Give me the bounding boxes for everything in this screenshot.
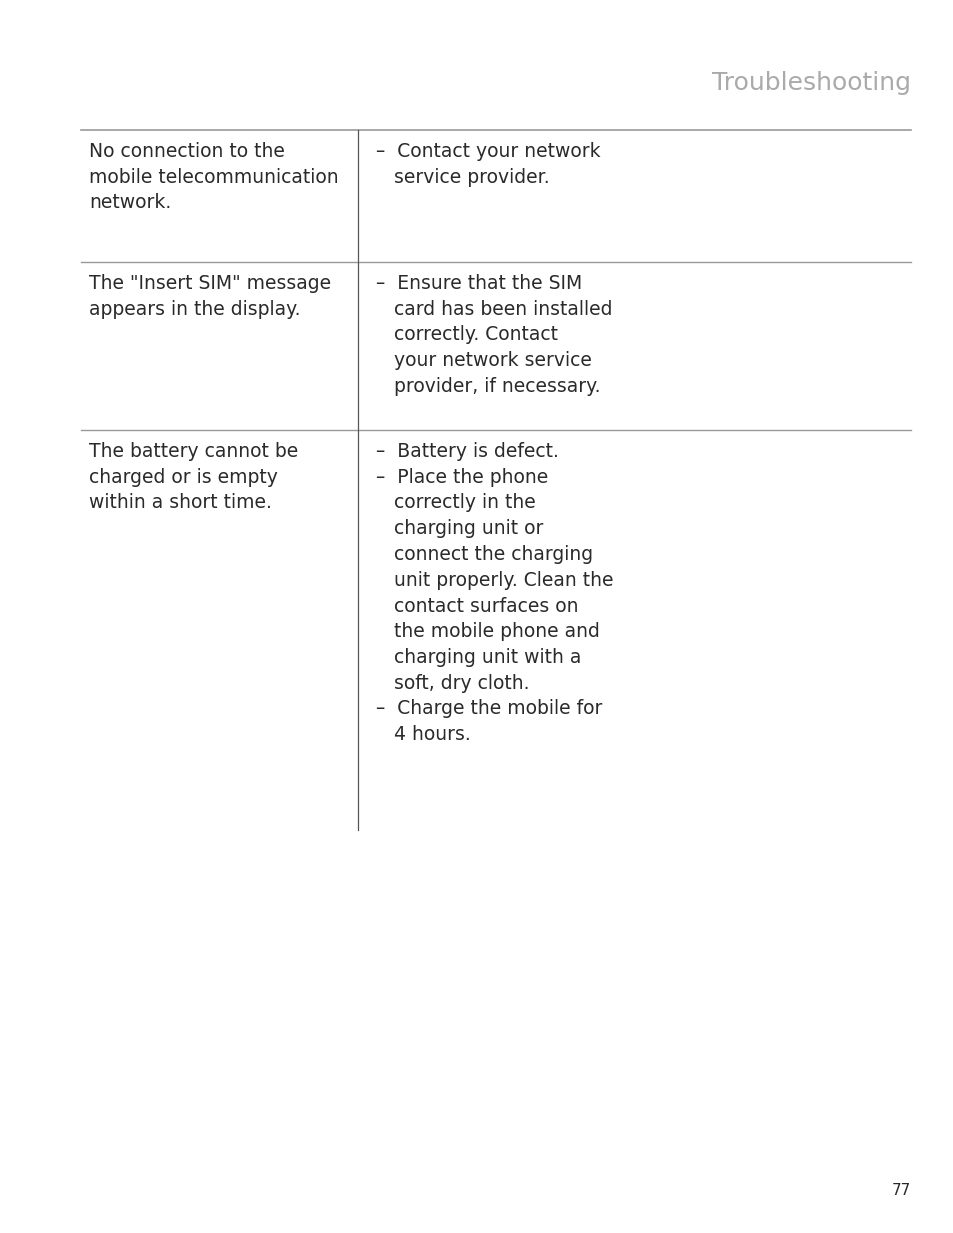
Text: No connection to the
mobile telecommunication
network.: No connection to the mobile telecommunic… (89, 142, 338, 212)
Text: 77: 77 (891, 1182, 910, 1198)
Text: –  Contact your network
   service provider.: – Contact your network service provider. (375, 142, 599, 186)
Text: The battery cannot be
charged or is empty
within a short time.: The battery cannot be charged or is empt… (89, 441, 298, 513)
Text: The "Insert SIM" message
appears in the display.: The "Insert SIM" message appears in the … (89, 274, 331, 319)
Text: –  Battery is defect.
–  Place the phone
   correctly in the
   charging unit or: – Battery is defect. – Place the phone c… (375, 441, 613, 745)
Text: Troubleshooting: Troubleshooting (711, 72, 910, 95)
Text: –  Ensure that the SIM
   card has been installed
   correctly. Contact
   your : – Ensure that the SIM card has been inst… (375, 274, 612, 396)
